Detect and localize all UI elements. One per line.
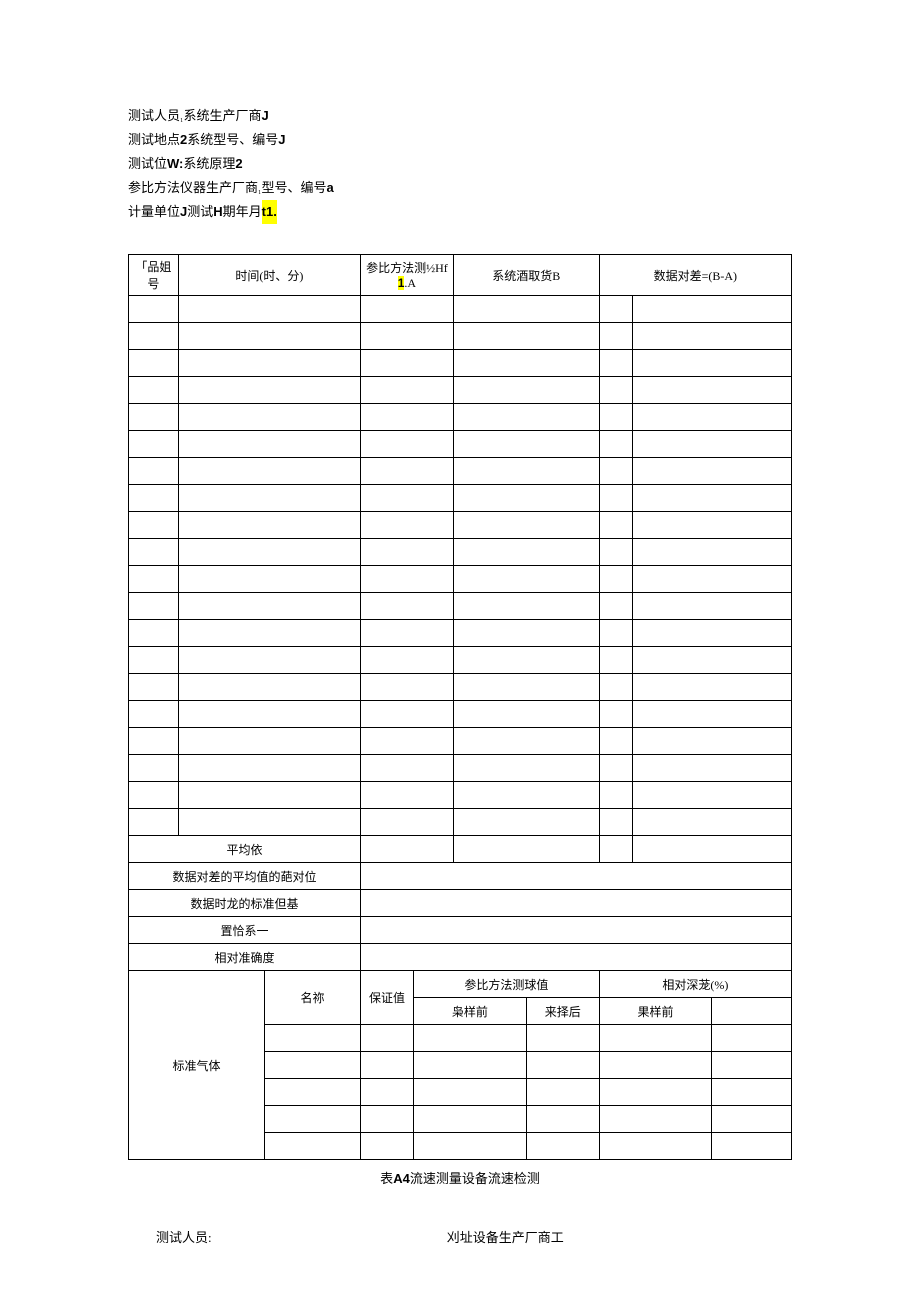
stdgas-label: 标准气体 — [129, 971, 265, 1160]
summary-row-conf: 置恰系一 — [129, 917, 792, 944]
stdgas-header-row-1: 标准气体 名祢 保证值 参比方法测球值 相对深茏(%) — [129, 971, 792, 998]
summary-row-std: 数据时龙的标准但基 — [129, 890, 792, 917]
header-line-5: 计量单位J测试H期年月t1. — [128, 200, 792, 224]
th-time: 时间(时、分) — [178, 255, 360, 296]
data-row — [129, 485, 792, 512]
stdgas-before-1: 枭样前 — [414, 998, 527, 1025]
data-row — [129, 539, 792, 566]
footer-row: 测试人员: 刈址设备生产厂商工 — [128, 1227, 792, 1246]
header-block: 测试人员₁系统生产厂商J 测试地点2系统型号、编号J 测试位W:系统原理2 参比… — [128, 104, 792, 224]
th-ref-method: 参比方法测½Hf1.A — [361, 255, 454, 296]
stdgas-name: 名祢 — [264, 971, 360, 1025]
stdgas-after-1: 来择后 — [526, 998, 599, 1025]
data-row — [129, 782, 792, 809]
header-line-3: 测试位W:系统原理2 — [128, 152, 792, 176]
data-row — [129, 566, 792, 593]
footer-manufacturer: 刈址设备生产厂商工 — [447, 1227, 792, 1246]
header-line-2: 测试地点2系统型号、编号J — [128, 128, 792, 152]
summary-row-absmean: 数据对差的平均值的葩对位 — [129, 863, 792, 890]
data-row — [129, 701, 792, 728]
header-line-4: 参比方法仪器生产厂商₁型号、编号a — [128, 176, 792, 200]
data-row — [129, 593, 792, 620]
stdgas-reldep: 相对深茏(%) — [599, 971, 791, 998]
summary-row-relacc: 相对准确度 — [129, 944, 792, 971]
summary-row-avg: 平均依 — [129, 836, 792, 863]
data-row — [129, 431, 792, 458]
th-system-val: 系统酒取货B — [453, 255, 599, 296]
data-row — [129, 458, 792, 485]
data-row — [129, 755, 792, 782]
stdgas-guarantee: 保证值 — [361, 971, 414, 1025]
data-row — [129, 728, 792, 755]
data-row — [129, 512, 792, 539]
data-row — [129, 350, 792, 377]
th-sample-no: 「品姐号 — [129, 255, 179, 296]
stdgas-refval: 参比方法测球值 — [414, 971, 600, 998]
data-row — [129, 377, 792, 404]
stdgas-before-2: 果样前 — [599, 998, 712, 1025]
table-header-row: 「品姐号 时间(时、分) 参比方法测½Hf1.A 系统酒取货B 数据对差=(B-… — [129, 255, 792, 296]
th-diff: 数据对差=(B-A) — [599, 255, 791, 296]
data-row — [129, 674, 792, 701]
data-row — [129, 647, 792, 674]
data-row — [129, 404, 792, 431]
data-row — [129, 296, 792, 323]
header-line-1: 测试人员₁系统生产厂商J — [128, 104, 792, 128]
data-row — [129, 323, 792, 350]
table-caption: 表A4流速测量设备流速检测 — [128, 1168, 792, 1187]
footer-tester: 测试人员: — [128, 1227, 447, 1246]
data-row — [129, 620, 792, 647]
data-row — [129, 809, 792, 836]
main-table: 「品姐号 时间(时、分) 参比方法测½Hf1.A 系统酒取货B 数据对差=(B-… — [128, 254, 792, 1160]
